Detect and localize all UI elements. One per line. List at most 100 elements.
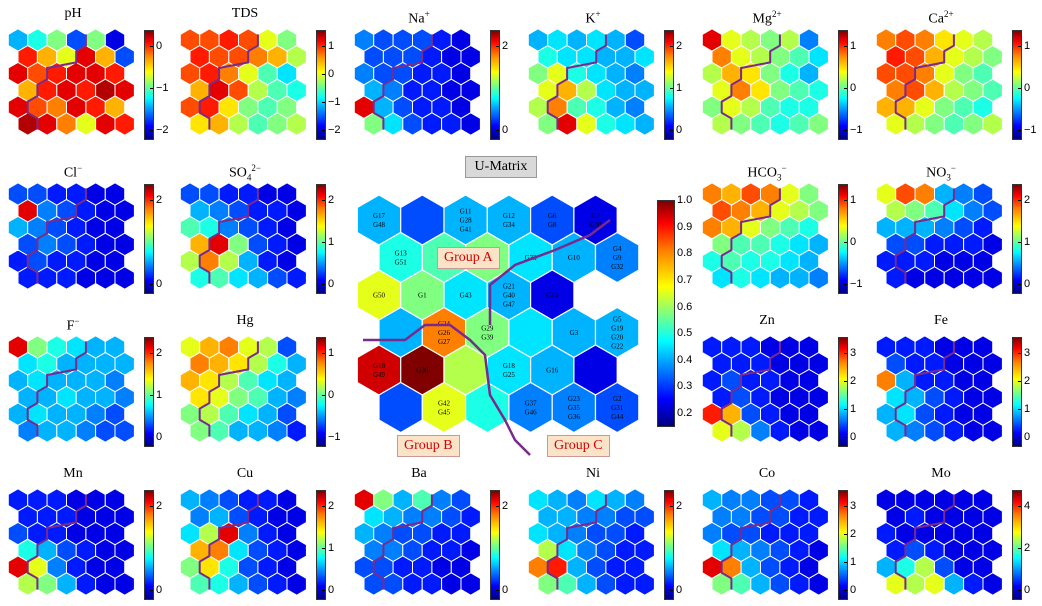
- sample-label: G47: [503, 301, 516, 309]
- hex-cell: [247, 572, 269, 596]
- colorbar-tick: 0: [321, 68, 335, 80]
- sample-label: G31: [611, 404, 624, 412]
- colorbar-tick: −1: [844, 278, 863, 290]
- title-main: Ba: [411, 466, 427, 481]
- colorbar-tick: −1: [150, 82, 169, 94]
- colorbar-tick: 0: [843, 584, 857, 596]
- colorbar: [316, 30, 326, 140]
- sample-label: G4: [613, 245, 622, 253]
- title-sub: 3: [776, 172, 782, 183]
- panel-title: Ni: [528, 466, 658, 482]
- u-hex-cell: [594, 381, 640, 434]
- hex-grid: [876, 28, 1003, 136]
- sample-label: G3: [570, 329, 579, 337]
- hex-cell: [286, 419, 307, 443]
- colorbar: [838, 337, 848, 447]
- hex-cell: [576, 112, 597, 136]
- colorbar-tick: 2: [149, 500, 163, 512]
- hex-cell: [267, 572, 288, 596]
- sample-label: G43: [460, 292, 473, 300]
- panel-title: HCO3−: [702, 160, 832, 185]
- cluster-boundary: [198, 341, 259, 437]
- hex-cell: [556, 112, 578, 136]
- cluster-boundary: [720, 341, 781, 437]
- group-label-b: Group B: [397, 435, 460, 457]
- hex-cell: [75, 112, 97, 136]
- cluster-boundary: [372, 34, 433, 130]
- cluster-boundary: [720, 34, 781, 130]
- hex-cell: [904, 266, 926, 290]
- sample-label: G25: [503, 371, 516, 379]
- colorbar: [144, 30, 154, 140]
- hex-grid: [180, 488, 307, 596]
- sample-label: G27: [438, 338, 451, 346]
- component-plane-pH: pH 0 −1 −2: [8, 6, 169, 146]
- hex-cell: [730, 419, 752, 443]
- hex-cell: [924, 572, 945, 596]
- colorbar-tick: 0: [1017, 82, 1031, 94]
- sample-label: G42: [438, 400, 451, 408]
- cluster-boundary: [26, 34, 87, 130]
- hex-grid: [876, 335, 1003, 443]
- title-sup: +: [595, 9, 601, 19]
- sample-label: G12: [503, 212, 516, 220]
- hex-cell: [95, 266, 116, 290]
- hex-cell: [904, 572, 926, 596]
- sample-label: G18: [503, 362, 516, 370]
- hex-cell: [247, 419, 269, 443]
- cluster-boundary: [198, 494, 259, 590]
- colorbar: [1012, 30, 1022, 140]
- hex-cell: [114, 266, 135, 290]
- title-main: Ca: [928, 11, 944, 27]
- u-colorbar-tick: 0.6: [677, 300, 693, 313]
- colorbar-tick: 0: [149, 431, 163, 443]
- component-plane-Co: Co 3 2 1 0: [702, 466, 862, 606]
- sample-label: G26: [438, 329, 451, 337]
- hex-grid: [876, 182, 1003, 290]
- hex-cell: [421, 572, 443, 596]
- hex-grid: [528, 488, 655, 596]
- title-sup: −: [781, 163, 787, 173]
- sample-label: G30: [589, 221, 602, 229]
- panel-title: Fe: [876, 313, 1006, 329]
- sample-label: G35: [568, 404, 581, 412]
- title-main: pH: [64, 6, 82, 21]
- hex-cell: [982, 572, 1003, 596]
- u-matrix: U-Matrix G17 G48 G11 G28 G41 G12 G34 G6 G8 G7 G30 G1…: [355, 150, 695, 465]
- colorbar-tick: 3: [843, 347, 857, 359]
- u-colorbar-tick: 0.2: [677, 407, 693, 419]
- hex-cell: [286, 112, 307, 136]
- sample-label: G36: [568, 413, 581, 421]
- title-main: Mn: [63, 466, 83, 481]
- u-colorbar-tick: 0.9: [677, 220, 693, 233]
- hex-cell: [615, 112, 636, 136]
- u-colorbar-tick: 0.4: [677, 353, 693, 366]
- hex-cell: [382, 572, 404, 596]
- hex-cell: [56, 572, 77, 596]
- hex-grid: [180, 335, 307, 443]
- colorbar-tick: 3: [843, 500, 857, 512]
- hex-cell: [924, 419, 945, 443]
- panel-title: Zn: [702, 313, 832, 329]
- colorbar-tick: 1: [843, 40, 857, 52]
- hex-cell: [56, 266, 77, 290]
- title-main: Hg: [236, 313, 254, 328]
- title-sup: 2−: [251, 163, 261, 173]
- hex-cell: [963, 266, 984, 290]
- hex-cell: [750, 419, 771, 443]
- panel-title: TDS: [180, 6, 310, 22]
- hex-cell: [769, 572, 791, 596]
- u-colorbar-tick: 0.8: [677, 247, 693, 260]
- colorbar-tick: 2: [1017, 375, 1031, 387]
- hex-cell: [228, 572, 249, 596]
- hex-cell: [556, 572, 578, 596]
- title-sub: 4: [246, 172, 252, 183]
- colorbar-tick: 1: [321, 542, 335, 554]
- cluster-boundary: [720, 188, 781, 284]
- colorbar: [838, 30, 848, 140]
- hex-cell: [402, 112, 423, 136]
- hex-grid: [876, 488, 1003, 596]
- hex-grid: [702, 28, 829, 136]
- colorbar-tick: 0: [149, 40, 163, 52]
- cluster-boundary: [198, 34, 259, 130]
